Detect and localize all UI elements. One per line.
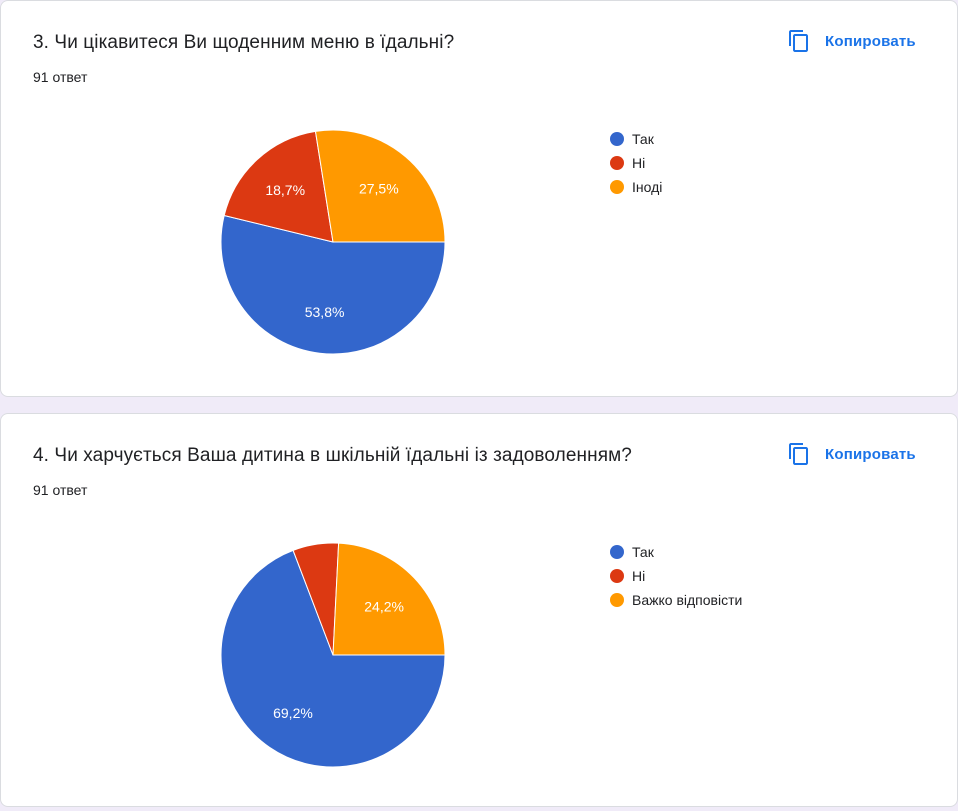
- legend-label: Важко відповісти: [632, 592, 743, 608]
- legend-label: Так: [632, 131, 654, 147]
- slice-value-label: 24,2%: [364, 598, 404, 614]
- pie-slice[interactable]: [314, 129, 446, 243]
- legend-item[interactable]: Так: [610, 540, 742, 564]
- copy-button[interactable]: Копировать: [787, 438, 916, 470]
- pie-slice[interactable]: [223, 130, 334, 243]
- legend-item[interactable]: Ні: [610, 564, 742, 588]
- legend-swatch: [610, 545, 624, 559]
- legend-item[interactable]: Іноді: [610, 175, 662, 199]
- copy-label: Копировать: [825, 445, 916, 463]
- legend-label: Ні: [632, 568, 646, 584]
- copy-label: Копировать: [825, 32, 916, 50]
- pie-chart: 53,8% 18,7% 27,5%: [220, 129, 446, 355]
- legend-label: Ні: [632, 155, 646, 171]
- legend-label: Так: [632, 544, 654, 560]
- copy-icon: [787, 29, 811, 53]
- slice-value-label: 53,8%: [305, 304, 345, 320]
- chart-legend: Так Ні Іноді: [610, 127, 662, 199]
- response-count: 91 ответ: [33, 482, 88, 498]
- legend-swatch: [610, 593, 624, 607]
- chart-legend: Так Ні Важко відповісти: [610, 540, 742, 612]
- question-title: 4. Чи харчується Ваша дитина в шкільній …: [33, 445, 632, 466]
- pie-chart: 69,2% 24,2%: [220, 542, 446, 768]
- pie-slice[interactable]: [220, 549, 446, 768]
- legend-label: Іноді: [632, 179, 663, 195]
- copy-icon: [787, 442, 811, 466]
- copy-button[interactable]: Копировать: [787, 25, 916, 57]
- slice-value-label: 27,5%: [359, 180, 399, 196]
- legend-swatch: [610, 180, 624, 194]
- question-card: 4. Чи харчується Ваша дитина в шкільній …: [0, 413, 958, 807]
- legend-swatch: [610, 569, 624, 583]
- question-card: 3. Чи цікавитеся Ви щоденним меню в їдал…: [0, 0, 958, 397]
- question-title: 3. Чи цікавитеся Ви щоденним меню в їдал…: [33, 32, 455, 53]
- legend-item[interactable]: Важко відповісти: [610, 588, 742, 612]
- response-count: 91 ответ: [33, 69, 88, 85]
- slice-value-label: 69,2%: [273, 705, 313, 721]
- pie-slice[interactable]: [220, 214, 446, 355]
- legend-item[interactable]: Ні: [610, 151, 662, 175]
- slice-value-label: 18,7%: [265, 182, 305, 198]
- legend-swatch: [610, 156, 624, 170]
- legend-item[interactable]: Так: [610, 127, 662, 151]
- pie-slice[interactable]: [332, 542, 446, 656]
- legend-swatch: [610, 132, 624, 146]
